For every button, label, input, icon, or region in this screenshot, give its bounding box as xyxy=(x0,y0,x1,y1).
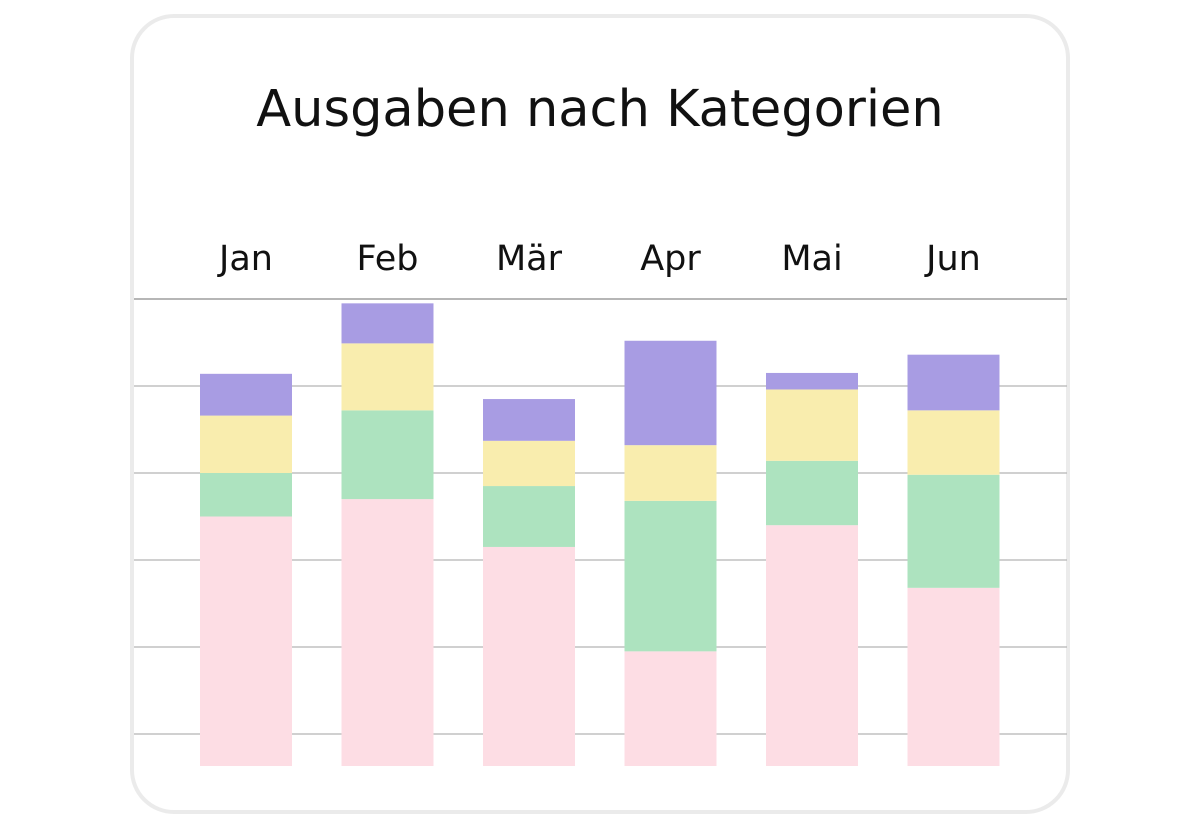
bar-segment xyxy=(907,410,1000,475)
bar-segment xyxy=(483,486,575,547)
chart-title: Ausgaben nach Kategorien xyxy=(256,80,944,139)
bar-segment xyxy=(624,500,717,652)
bar-segment xyxy=(766,525,858,766)
bar-segment xyxy=(483,546,575,766)
bar-segment xyxy=(483,440,575,487)
bars xyxy=(200,303,1000,766)
bar-segment xyxy=(200,415,292,473)
bar-segment xyxy=(341,343,434,411)
bar-segment xyxy=(483,399,575,441)
bar-segment xyxy=(766,460,858,526)
bar-segment xyxy=(341,303,434,344)
category-label: Apr xyxy=(640,239,701,279)
bar-segment xyxy=(907,474,1000,588)
bar-segment xyxy=(624,651,717,766)
bar-segment xyxy=(200,516,292,766)
bar-segment xyxy=(907,587,1000,766)
category-label: Mai xyxy=(781,239,842,279)
bar-segment xyxy=(624,445,717,501)
bar-segment xyxy=(341,499,434,766)
bar-segment xyxy=(341,410,434,500)
category-labels: Jan Feb Mär Apr Mai Jun xyxy=(217,239,981,279)
category-label: Mär xyxy=(496,239,563,279)
bar-segment xyxy=(766,372,858,390)
bar-segment xyxy=(907,354,1000,411)
bar-segment xyxy=(200,373,292,416)
category-label: Jan xyxy=(217,239,273,279)
bar-segment xyxy=(200,473,292,517)
category-label: Feb xyxy=(357,239,419,279)
stacked-bar-chart: Jan Feb Mär Apr Mai Jun xyxy=(134,239,1067,766)
bar-segment xyxy=(624,340,717,446)
bar-segment xyxy=(766,389,858,461)
category-label: Jun xyxy=(924,239,981,279)
